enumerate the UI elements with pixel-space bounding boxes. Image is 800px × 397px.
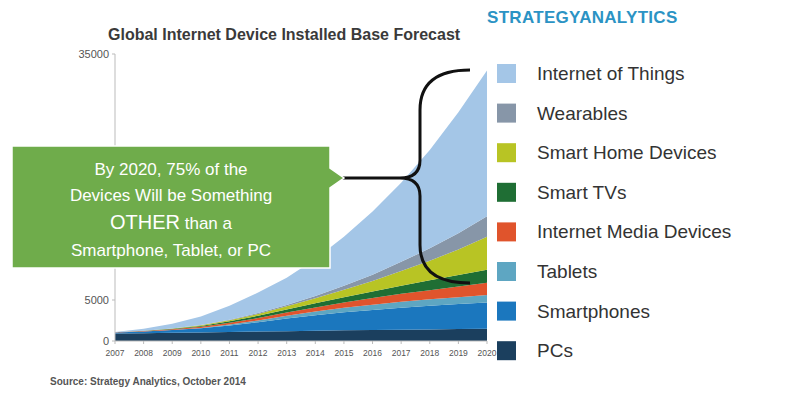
x-tick-label: 2015 [334, 348, 353, 358]
annotation-word: a [218, 214, 233, 233]
brace [342, 70, 470, 283]
x-tick-label: 2018 [420, 348, 439, 358]
y-tick-label: 0 [103, 335, 109, 347]
annotation-word: or [223, 241, 243, 260]
legend-swatch [497, 341, 516, 360]
x-tick-label: 2020 [478, 348, 497, 358]
x-tick [286, 341, 287, 344]
legend-swatch [497, 183, 516, 202]
x-tick [343, 341, 344, 344]
x-tick-label: 2013 [277, 348, 296, 358]
legend-label: Tablets [537, 261, 597, 282]
annotation-word: be [162, 186, 186, 205]
title: Global Internet Device Installed Base Fo… [108, 26, 461, 43]
x-tick [172, 341, 173, 344]
annotation-word: the [219, 160, 247, 179]
x-axis [115, 341, 487, 342]
legend-swatch [497, 143, 516, 162]
annotation: OTHER than a [110, 211, 233, 233]
legend-swatch [497, 262, 516, 281]
x-tick [458, 341, 459, 344]
annotation-word: of [200, 160, 219, 179]
legend-swatch [497, 64, 516, 83]
annotation-word: Smartphone, [71, 241, 168, 260]
x-tick [115, 341, 116, 344]
x-tick [372, 341, 373, 344]
x-tick-label: 2016 [363, 348, 382, 358]
brand: STRATEGYANALYTICS [487, 8, 678, 27]
x-tick [143, 341, 144, 344]
x-tick [258, 341, 259, 344]
annotation-word: 75% [162, 160, 201, 179]
annotation-word: than [180, 214, 218, 233]
legend-label: Smart TVs [537, 182, 626, 203]
annotation-word: Something [186, 186, 272, 205]
annotation-word: 2020, [114, 160, 161, 179]
y-tick-label: 5000 [85, 294, 109, 306]
x-tick-label: 2011 [220, 348, 239, 358]
x-tick [401, 341, 402, 344]
x-tick [315, 341, 316, 344]
x-tick-label: 2008 [134, 348, 153, 358]
x-tick-label: 2009 [163, 348, 182, 358]
x-tick-label: 2019 [449, 348, 468, 358]
legend-label: Smartphones [537, 301, 650, 322]
y-tick-label: 35000 [78, 48, 109, 60]
x-tick-label: 2012 [249, 348, 268, 358]
legend-label: Internet Media Devices [537, 221, 731, 242]
x-tick-label: 2014 [306, 348, 325, 358]
annotation-word: OTHER [110, 211, 180, 233]
legend-label: Wearables [537, 103, 627, 124]
y-tick [112, 300, 115, 301]
legend-label: PCs [537, 340, 573, 361]
x-tick [200, 341, 201, 344]
x-tick-label: 2017 [392, 348, 411, 358]
legend-swatch [497, 302, 516, 321]
annotation: By 2020, 75% of the [94, 160, 247, 179]
callout [12, 146, 344, 268]
annotation-word: Will [130, 186, 162, 205]
chart: Global Internet Device Installed Base Fo… [0, 0, 800, 397]
x-tick-label: 2010 [191, 348, 210, 358]
annotation-word: Devices [70, 186, 130, 205]
x-tick [487, 341, 488, 344]
annotation: Devices Will be Something [70, 186, 272, 205]
x-tick-label: 2007 [106, 348, 125, 358]
annotation-word: PC [243, 241, 271, 260]
legend-label: Smart Home Devices [537, 142, 717, 163]
x-tick [429, 341, 430, 344]
x-tick [229, 341, 230, 344]
legend-swatch [497, 104, 516, 123]
annotation-word: By [94, 160, 114, 179]
legend-label: Internet of Things [537, 63, 685, 84]
y-tick [112, 54, 115, 55]
annotation: Smartphone, Tablet, or PC [71, 241, 271, 260]
annotation-word: Tablet, [168, 241, 223, 260]
source: Source: Strategy Analytics, October 2014 [50, 376, 246, 387]
legend-swatch [497, 222, 516, 241]
